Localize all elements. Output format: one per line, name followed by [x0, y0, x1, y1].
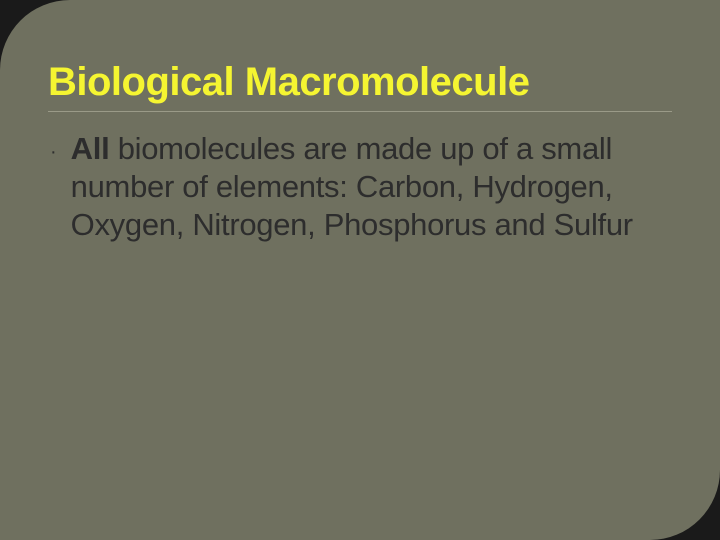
body-bold-word: All	[71, 131, 110, 166]
body-rest-text: biomolecules are made up of a small numb…	[71, 131, 633, 242]
body-row: · All biomolecules are made up of a smal…	[48, 130, 672, 243]
bullet-icon: ·	[50, 132, 57, 172]
body-text: All biomolecules are made up of a small …	[71, 130, 672, 243]
slide-title: Biological Macromolecule	[48, 60, 672, 112]
slide-frame: Biological Macromolecule · All biomolecu…	[0, 0, 720, 540]
